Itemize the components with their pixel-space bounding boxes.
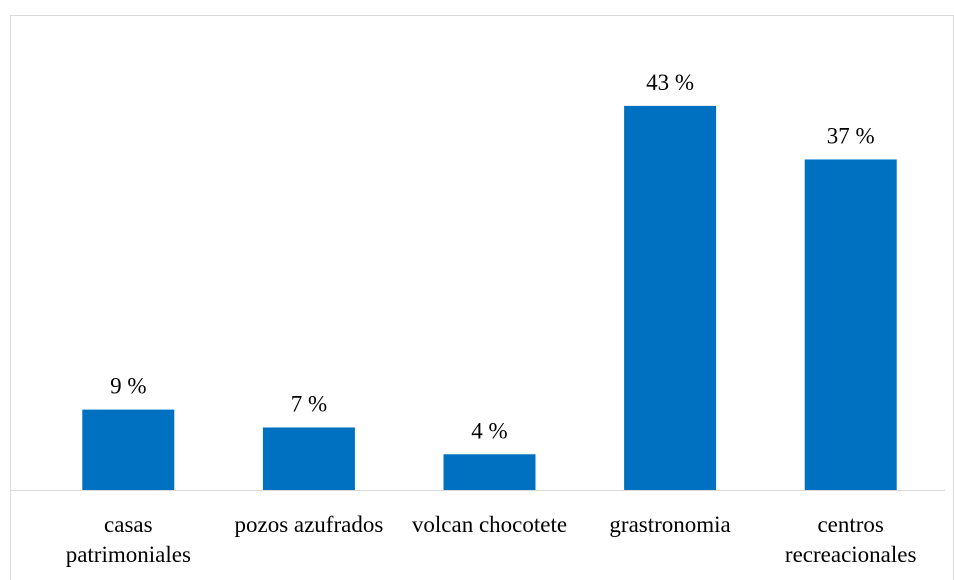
x-tick-label: grastronomia	[609, 512, 731, 537]
bar	[624, 105, 717, 490]
data-label: 7 %	[291, 391, 327, 416]
x-tick-label: centros recreacionales	[784, 512, 917, 567]
bar	[82, 409, 175, 490]
x-tick-label: pozos azufrados	[234, 512, 384, 537]
x-tick-label: volcan chocotete	[411, 512, 568, 537]
bar	[804, 159, 897, 490]
data-label: 4 %	[471, 418, 507, 443]
bar	[443, 454, 536, 490]
data-label: 43 %	[646, 70, 694, 95]
data-label: 9 %	[110, 374, 146, 399]
x-tick-label: casas patrimoniales	[65, 512, 191, 567]
bar	[262, 427, 355, 490]
data-label: 37 %	[827, 123, 875, 148]
